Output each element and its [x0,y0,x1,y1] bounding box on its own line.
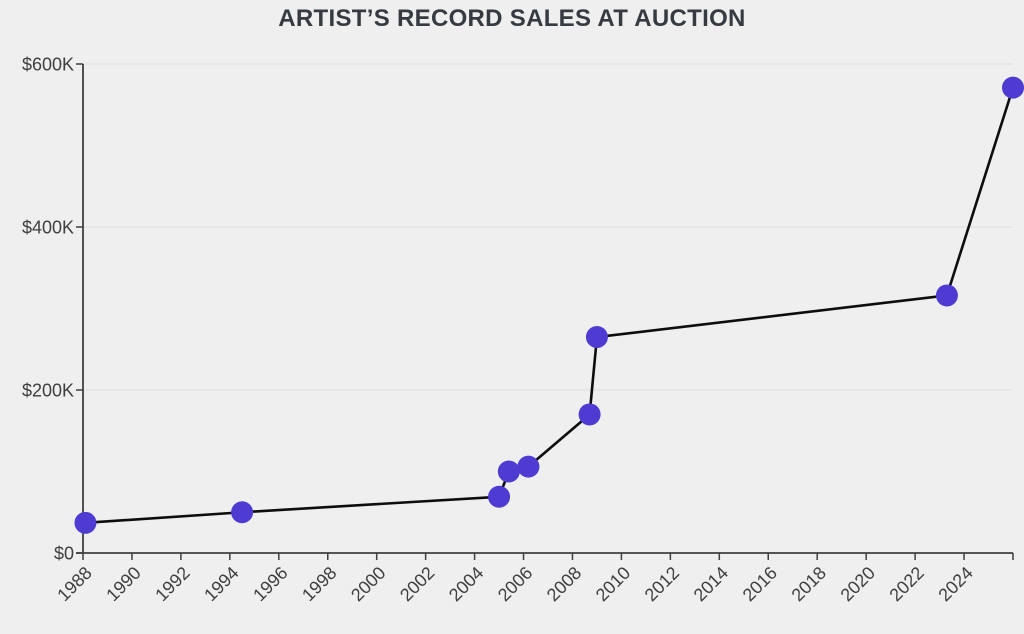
data-point [488,485,511,508]
data-point [74,511,97,534]
x-tick-label: 1988 [53,563,95,605]
x-tick-label: 2022 [885,563,927,605]
y-tick-label: $0 [54,544,74,564]
x-tick-label: 2010 [592,563,634,605]
data-point [578,403,601,426]
chart-title: ARTIST’S RECORD SALES AT AUCTION [278,5,746,32]
x-tick-label: 2012 [641,563,683,605]
data-line [85,87,1015,525]
x-tick-label: 2004 [445,563,487,605]
data-point [935,284,958,307]
x-tick-label: 2014 [690,563,732,605]
data-point [585,326,608,349]
x-tick-label: 1992 [151,563,193,605]
data-point [517,455,540,478]
y-tick-label: $400K [22,218,74,238]
data-point [1002,76,1024,99]
y-tick-label: $200K [22,381,74,401]
x-tick-label: 2020 [837,563,879,605]
data-point [231,501,254,524]
x-tick-label: 1990 [102,563,144,605]
x-tick-label: 1996 [249,563,291,605]
x-tick-label: 2000 [347,563,389,605]
x-tick-label: 2016 [739,563,781,605]
x-tick-label: 2002 [396,563,438,605]
y-tick-label: $600K [22,55,74,75]
data-point [497,460,520,483]
x-tick-label: 2008 [543,563,585,605]
x-tick-label: 1998 [298,563,340,605]
x-tick-label: 2006 [494,563,536,605]
x-tick-label: 1994 [200,563,242,605]
x-tick-label: 2018 [788,563,830,605]
x-tick-label: 2024 [934,563,976,605]
